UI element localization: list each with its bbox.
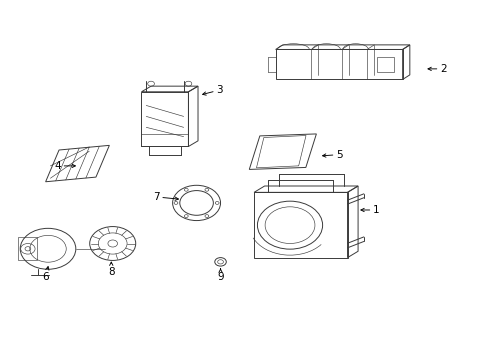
- Text: 8: 8: [108, 262, 114, 277]
- Text: 4: 4: [54, 161, 75, 171]
- Text: 6: 6: [42, 267, 49, 282]
- Text: 1: 1: [360, 205, 379, 215]
- Bar: [376, 57, 393, 72]
- Text: 3: 3: [202, 85, 223, 95]
- Text: 7: 7: [153, 192, 178, 202]
- Text: 5: 5: [322, 150, 342, 159]
- Bar: [18, 237, 38, 260]
- Text: 2: 2: [427, 64, 446, 74]
- Text: 9: 9: [217, 269, 224, 282]
